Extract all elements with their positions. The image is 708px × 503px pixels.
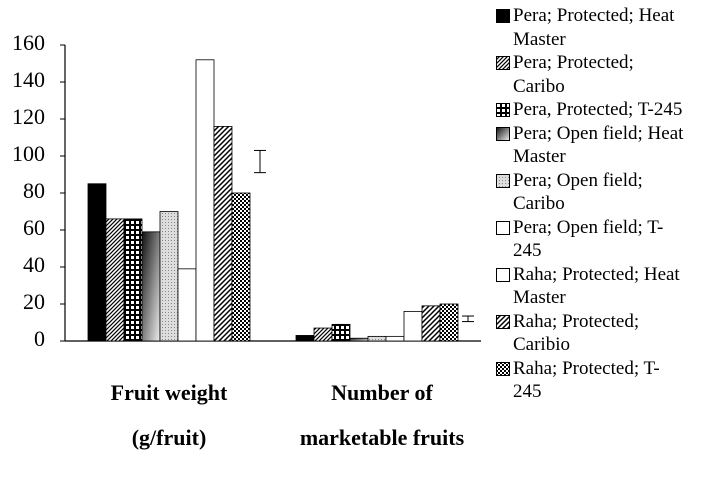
bar — [213, 126, 233, 342]
error-bar — [254, 149, 266, 174]
legend-swatch-box — [496, 314, 510, 329]
bar — [403, 310, 423, 342]
bar — [195, 59, 215, 342]
bar — [177, 268, 197, 342]
x-tick-label: Number of marketable fruits — [299, 380, 465, 450]
legend-label: Pera; Open field; Heat Master — [513, 122, 684, 168]
legend-item: Raha; Protected; Heat Master — [496, 263, 706, 310]
legend-swatch-box — [496, 173, 510, 188]
legend-swatch — [496, 173, 510, 188]
legend-swatch — [496, 103, 510, 117]
y-tick-label: 140 — [12, 67, 45, 92]
bar — [231, 192, 251, 342]
legend-swatch-box — [496, 103, 510, 117]
legend-swatch — [496, 361, 510, 376]
legend-label: Raha; Protected; T-245 — [513, 357, 660, 403]
legend-label: Pera, Protected; T-245 — [513, 99, 683, 120]
legend-swatch-box — [496, 126, 510, 141]
legend-item: Pera; Protected; Caribo — [496, 51, 706, 98]
legend-swatch — [496, 267, 510, 282]
y-tick-label: 160 — [12, 30, 45, 55]
legend-item: Raha; Protected; Caribio — [496, 310, 706, 357]
legend: Pera; Protected; Heat Master Pera; Protec… — [496, 4, 706, 404]
y-tick-label: 60 — [23, 215, 45, 240]
bar — [331, 323, 351, 342]
bar — [123, 218, 143, 342]
legend-swatch — [496, 314, 510, 329]
bar — [421, 305, 441, 342]
y-tick-label: 40 — [23, 252, 45, 277]
legend-item: Pera, Protected; T-245 — [496, 98, 706, 122]
bar — [105, 218, 125, 342]
y-tick-label: 120 — [12, 104, 45, 129]
legend-label: Pera; Protected; Heat Master — [513, 5, 675, 50]
legend-swatch-box — [496, 9, 510, 23]
legend-item: Raha; Protected; T-245 — [496, 357, 706, 404]
y-tick-label: 80 — [23, 178, 45, 203]
legend-label: Pera; Open field; Caribo — [513, 169, 643, 215]
legend-swatch-box — [496, 56, 510, 70]
y-tick-label: 0 — [34, 326, 45, 351]
legend-item: Pera; Open field; Heat Master — [496, 122, 706, 169]
bar — [313, 327, 333, 342]
legend-swatch — [496, 56, 510, 70]
legend-swatch — [496, 9, 510, 23]
bar — [87, 183, 107, 342]
bar — [295, 335, 315, 342]
legend-label: Pera; Open field; T-245 — [513, 216, 664, 262]
bar — [159, 211, 179, 342]
legend-label: Pera; Protected; Caribo — [513, 52, 634, 97]
legend-item: Pera; Open field; Caribo — [496, 169, 706, 216]
legend-swatch-box — [496, 361, 510, 376]
legend-swatch — [496, 220, 510, 235]
bar — [439, 303, 459, 342]
legend-item: Pera; Open field; T-245 — [496, 216, 706, 263]
legend-label: Raha; Protected; Caribio — [513, 310, 640, 356]
bar — [367, 335, 387, 342]
bar — [141, 231, 161, 342]
y-tick-label: 20 — [23, 289, 45, 314]
error-bar — [462, 315, 474, 323]
legend-item: Pera; Protected; Heat Master — [496, 4, 706, 51]
bar — [349, 337, 369, 342]
y-tick-label: 100 — [12, 141, 45, 166]
legend-label: Raha; Protected; Heat Master — [513, 263, 680, 309]
bar — [385, 335, 405, 342]
legend-swatch — [496, 126, 510, 141]
legend-swatch-box — [496, 267, 510, 282]
legend-swatch-box — [496, 220, 510, 235]
x-tick-label: Fruit weight (g/fruit) — [110, 380, 228, 450]
